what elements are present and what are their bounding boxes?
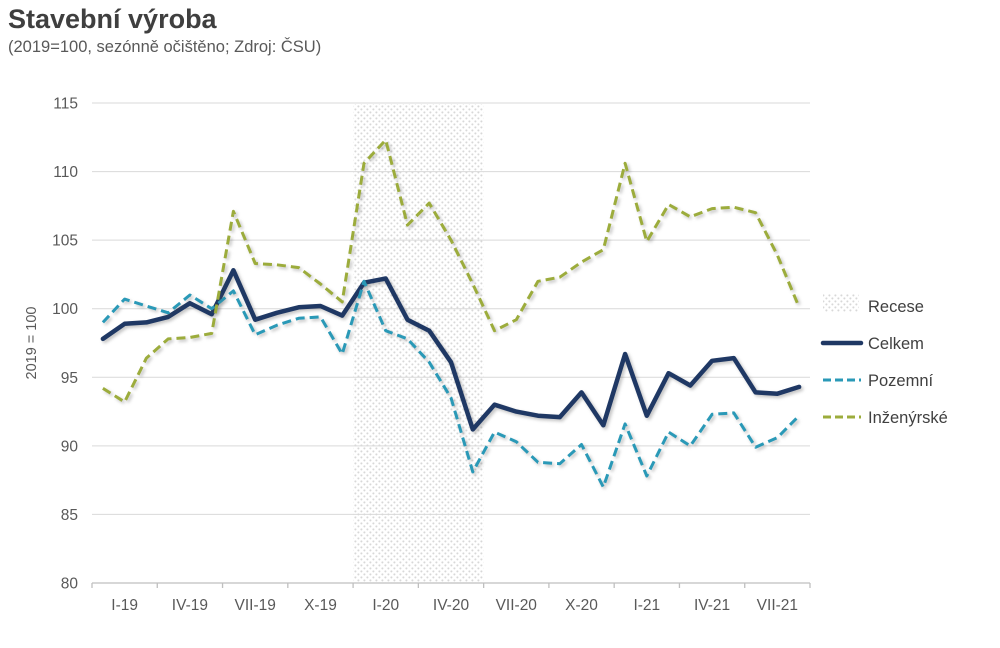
x-tick-label: IV-20	[433, 597, 470, 614]
y-axis-title: 2019 = 100	[24, 307, 40, 380]
recession-band	[353, 104, 484, 583]
y-tick-label: 85	[61, 507, 78, 524]
series-line-pozemni	[101, 279, 801, 489]
legend-label-pozemni: Pozemní	[868, 372, 934, 390]
y-tick-label: 100	[52, 301, 78, 318]
y-tick-label: 80	[61, 576, 79, 593]
x-tick-label: X-19	[304, 597, 337, 614]
legend-label-inzenyrske: Inženýrské	[868, 409, 948, 427]
legend-label-recese: Recese	[868, 298, 924, 316]
legend-label-celkem: Celkem	[868, 335, 924, 353]
x-tick-label: I-21	[633, 597, 660, 614]
page-title: Stavební výroba	[8, 4, 217, 34]
y-tick-label: 110	[53, 164, 78, 181]
x-tick-label: I-20	[372, 597, 399, 614]
y-tick-label: 105	[52, 233, 78, 250]
x-tick-label: VII-20	[496, 597, 538, 614]
legend-swatch-recese	[823, 294, 859, 312]
legend: Recese Celkem Pozemní Inženýrské	[820, 294, 948, 427]
x-tick-label: VII-19	[235, 597, 276, 614]
y-tick-label: 90	[61, 438, 79, 455]
x-tick-label: IV-19	[172, 597, 208, 614]
chart-header: Stavební výroba (2019=100, sezónně očišt…	[8, 4, 321, 57]
series-line-inzenyrske	[102, 138, 801, 404]
x-tick-label: I-19	[111, 597, 138, 614]
page-subtitle: (2019=100, sezónně očištěno; Zdroj: ČSU)	[8, 38, 322, 56]
x-tick-label: IV-21	[694, 597, 730, 614]
y-tick-label: 115	[53, 96, 78, 113]
x-tick-label: X-20	[565, 597, 598, 614]
y-tick-label: 95	[61, 370, 78, 387]
x-tick-label: VII-21	[757, 597, 798, 614]
